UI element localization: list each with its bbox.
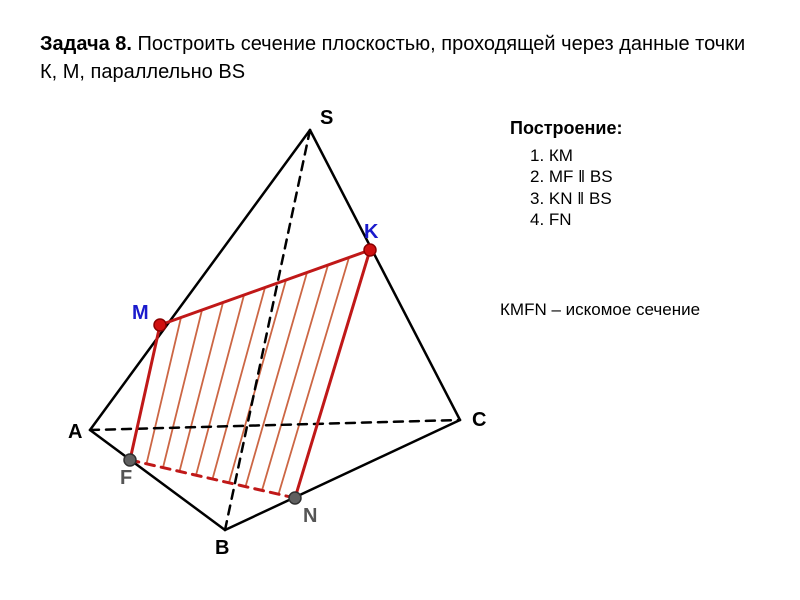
svg-text:C: C bbox=[472, 409, 486, 431]
construction-steps: 1. КМ 2. МF ǁ BS 3. KN ǁ BS 4. FN bbox=[530, 145, 613, 230]
step-4: 4. FN bbox=[530, 209, 613, 230]
svg-text:S: S bbox=[320, 107, 333, 129]
step-2: 2. МF ǁ BS bbox=[530, 166, 613, 187]
svg-text:M: M bbox=[132, 302, 149, 324]
problem-number: Задача 8. bbox=[40, 33, 132, 55]
step-3: 3. KN ǁ BS bbox=[530, 188, 613, 209]
problem-title: Задача 8. Построить сечение плоскостью, … bbox=[40, 30, 760, 86]
geometry-diagram: S A B C K M F N bbox=[30, 100, 500, 560]
step-1: 1. КМ bbox=[530, 145, 613, 166]
construction-heading: Построение: bbox=[510, 118, 622, 139]
svg-text:N: N bbox=[303, 505, 317, 527]
diagram-container: S A B C K M F N bbox=[30, 100, 500, 565]
result-text: КМFN – искомое сечение bbox=[500, 300, 700, 320]
svg-text:F: F bbox=[120, 467, 132, 489]
svg-text:K: K bbox=[364, 221, 379, 243]
problem-text: Построить сечение плоскостью, проходящей… bbox=[40, 33, 745, 83]
svg-text:B: B bbox=[215, 537, 229, 559]
svg-text:A: A bbox=[68, 421, 82, 443]
